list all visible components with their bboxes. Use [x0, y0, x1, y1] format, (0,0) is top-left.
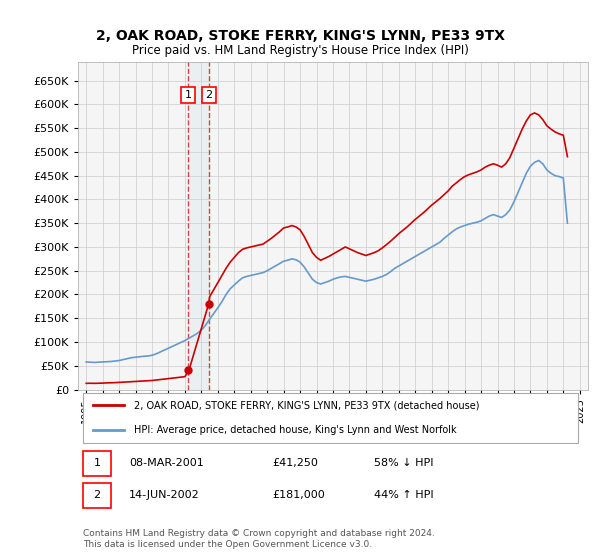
- Text: Price paid vs. HM Land Registry's House Price Index (HPI): Price paid vs. HM Land Registry's House …: [131, 44, 469, 57]
- Text: HPI: Average price, detached house, King's Lynn and West Norfolk: HPI: Average price, detached house, King…: [134, 425, 457, 435]
- Text: 44% ↑ HPI: 44% ↑ HPI: [374, 490, 433, 500]
- FancyBboxPatch shape: [83, 451, 111, 476]
- Text: 2: 2: [94, 490, 100, 500]
- Bar: [188, 62, 209, 390]
- FancyBboxPatch shape: [83, 483, 111, 507]
- Text: 14-JUN-2002: 14-JUN-2002: [129, 490, 200, 500]
- Text: 1: 1: [94, 458, 100, 468]
- Text: 1: 1: [184, 90, 191, 100]
- Text: 2, OAK ROAD, STOKE FERRY, KING'S LYNN, PE33 9TX (detached house): 2, OAK ROAD, STOKE FERRY, KING'S LYNN, P…: [134, 400, 479, 410]
- Text: 2, OAK ROAD, STOKE FERRY, KING'S LYNN, PE33 9TX: 2, OAK ROAD, STOKE FERRY, KING'S LYNN, P…: [95, 29, 505, 44]
- Text: Contains HM Land Registry data © Crown copyright and database right 2024.
This d: Contains HM Land Registry data © Crown c…: [83, 529, 435, 549]
- FancyBboxPatch shape: [83, 394, 578, 443]
- Text: £41,250: £41,250: [272, 458, 317, 468]
- Text: 08-MAR-2001: 08-MAR-2001: [129, 458, 204, 468]
- Text: 58% ↓ HPI: 58% ↓ HPI: [374, 458, 433, 468]
- Text: 2: 2: [205, 90, 212, 100]
- Text: £181,000: £181,000: [272, 490, 325, 500]
